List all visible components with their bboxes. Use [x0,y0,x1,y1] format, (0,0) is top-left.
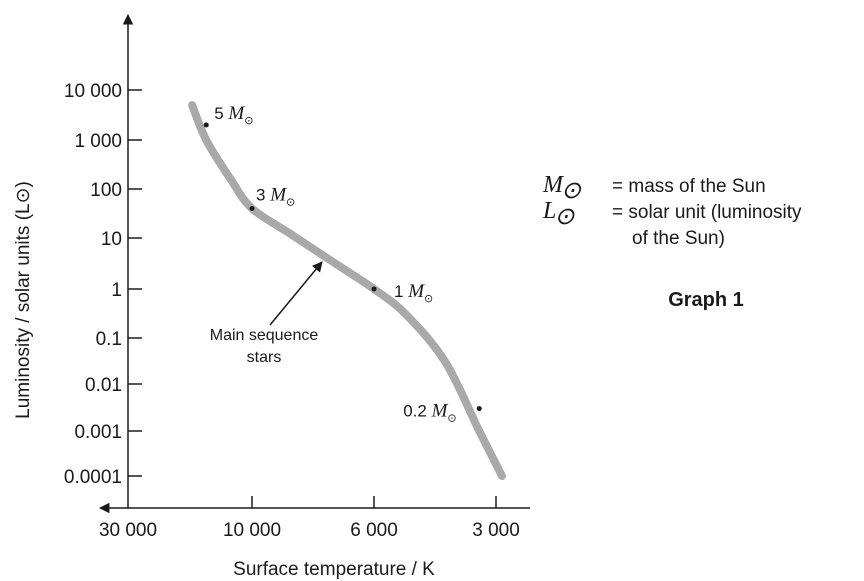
y-tick-label: 10 [101,229,122,250]
legend-symbol-mass: M⊙ [542,172,582,204]
mass-point [249,205,255,211]
x-tick-label: 10 000 [223,520,281,541]
y-axis-title: Luminosity / solar units (L⊙) [13,181,34,419]
y-tick-label: 0.001 [74,422,122,443]
y-tick-label: 0.1 [96,329,122,350]
x-tick-label: 6 000 [350,520,398,541]
x-axis-title: Surface temperature / K [233,559,435,580]
legend: M⊙ = mass of the Sun L⊙ = solar unit (lu… [542,172,802,249]
mass-point-label: 5 M⊙ [214,103,253,127]
legend-text-luminosity-line1: = solar unit (luminosity [612,202,802,223]
y-tick-label: 10 000 [64,81,122,102]
y-tick-label: 1 [111,280,122,301]
graph-title: Graph 1 [668,289,744,311]
y-tick-label: 0.0001 [64,467,122,488]
x-tick-label: 3 000 [472,520,520,541]
y-tick-label: 100 [90,180,122,201]
legend-text-mass: = mass of the Sun [612,176,766,197]
mass-point [476,406,482,412]
legend-symbol-luminosity: L⊙ [542,198,575,230]
mass-point-label: 0.2 M⊙ [403,401,456,425]
x-tick-label: 30 000 [99,520,157,541]
mass-point-label: 1 M⊙ [394,281,433,305]
axes [98,13,530,514]
annotation-main-sequence-line1: Main sequence [210,327,319,344]
series-line-main-sequence [188,101,506,480]
y-tick-label: 1 000 [74,131,122,152]
mass-point [203,122,209,128]
legend-text-luminosity-line2: of the Sun) [632,228,725,249]
y-tick-label: 0.01 [85,375,122,396]
mass-point [371,286,377,292]
annotation-main-sequence-line2: stars [247,349,282,366]
mass-point-label: 3 M⊙ [256,184,295,208]
mass-points: 5 M⊙ 3 M⊙ 1 M⊙ 0.2 M⊙ [203,103,482,425]
y-axis-ticks: 10 000 1 000 100 10 1 0.1 0.01 0.001 0.0001 [64,81,142,488]
x-axis-ticks: 30 000 10 000 6 000 3 000 [99,496,520,541]
annotation-arrow [269,261,323,326]
